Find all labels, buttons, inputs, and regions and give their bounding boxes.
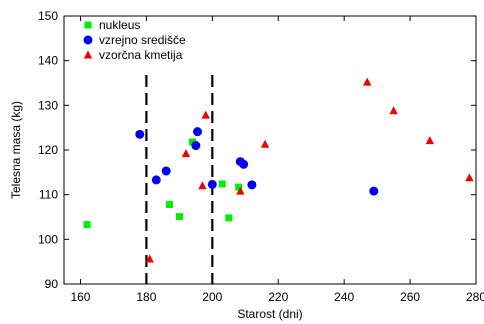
data-point-circle (191, 141, 201, 151)
data-point-circle (135, 129, 145, 139)
x-tick-label: 180 (136, 290, 156, 304)
y-tick-label: 150 (38, 9, 58, 23)
data-point-triangle (198, 181, 207, 190)
data-point-square (165, 200, 173, 208)
legend-marker-triangle (83, 50, 93, 59)
data-point-triangle (201, 110, 210, 119)
series-square (83, 138, 243, 229)
y-tick-label: 90 (45, 277, 59, 291)
data-point-circle (239, 159, 249, 169)
data-point-circle (151, 175, 161, 185)
data-point-triangle (145, 254, 154, 263)
data-point-circle (369, 186, 379, 196)
x-tick-label: 200 (202, 290, 222, 304)
data-points (83, 77, 474, 263)
y-tick-label: 120 (38, 143, 58, 157)
x-tick-label: 260 (400, 290, 420, 304)
x-tick-label: 220 (268, 290, 288, 304)
data-point-triangle (181, 149, 191, 158)
x-tick-label: 160 (70, 290, 90, 304)
legend-marker-square (84, 21, 92, 29)
data-point-circle (192, 127, 202, 137)
series-triangle (145, 77, 474, 263)
data-point-triangle (465, 173, 474, 182)
series-circle (135, 127, 379, 196)
x-tick-label: 240 (334, 290, 354, 304)
x-axis-title: Starost (dni) (237, 307, 302, 321)
data-point-circle (247, 180, 257, 190)
data-point-circle (207, 179, 217, 189)
axis-ticks: 160 180 200 220 240 260 280 90 100 110 120 130 140 15… (38, 9, 484, 304)
data-point-circle (161, 166, 171, 176)
data-point-triangle (260, 139, 270, 148)
y-tick-label: 100 (38, 232, 58, 246)
legend-label: nukleus (99, 18, 140, 32)
legend-label: vzrejno središče (99, 33, 186, 47)
y-tick-label: 110 (39, 188, 58, 202)
data-point-triangle (425, 136, 435, 145)
data-point-triangle (389, 106, 398, 115)
data-point-triangle (363, 77, 372, 86)
y-axis-title: Telesna masa (kg) (9, 101, 23, 199)
y-tick-label: 130 (38, 98, 58, 112)
legend-label: vzorčna kmetija (99, 48, 183, 62)
data-point-square (175, 213, 183, 221)
data-point-triangle (236, 186, 245, 195)
data-point-square (218, 180, 226, 188)
data-point-square (225, 214, 233, 222)
data-point-square (189, 138, 197, 146)
legend-marker-circle (83, 35, 93, 45)
x-tick-label: 280 (466, 290, 484, 304)
data-point-square (235, 183, 243, 191)
data-point-square (83, 221, 91, 229)
y-tick-label: 140 (38, 54, 58, 68)
